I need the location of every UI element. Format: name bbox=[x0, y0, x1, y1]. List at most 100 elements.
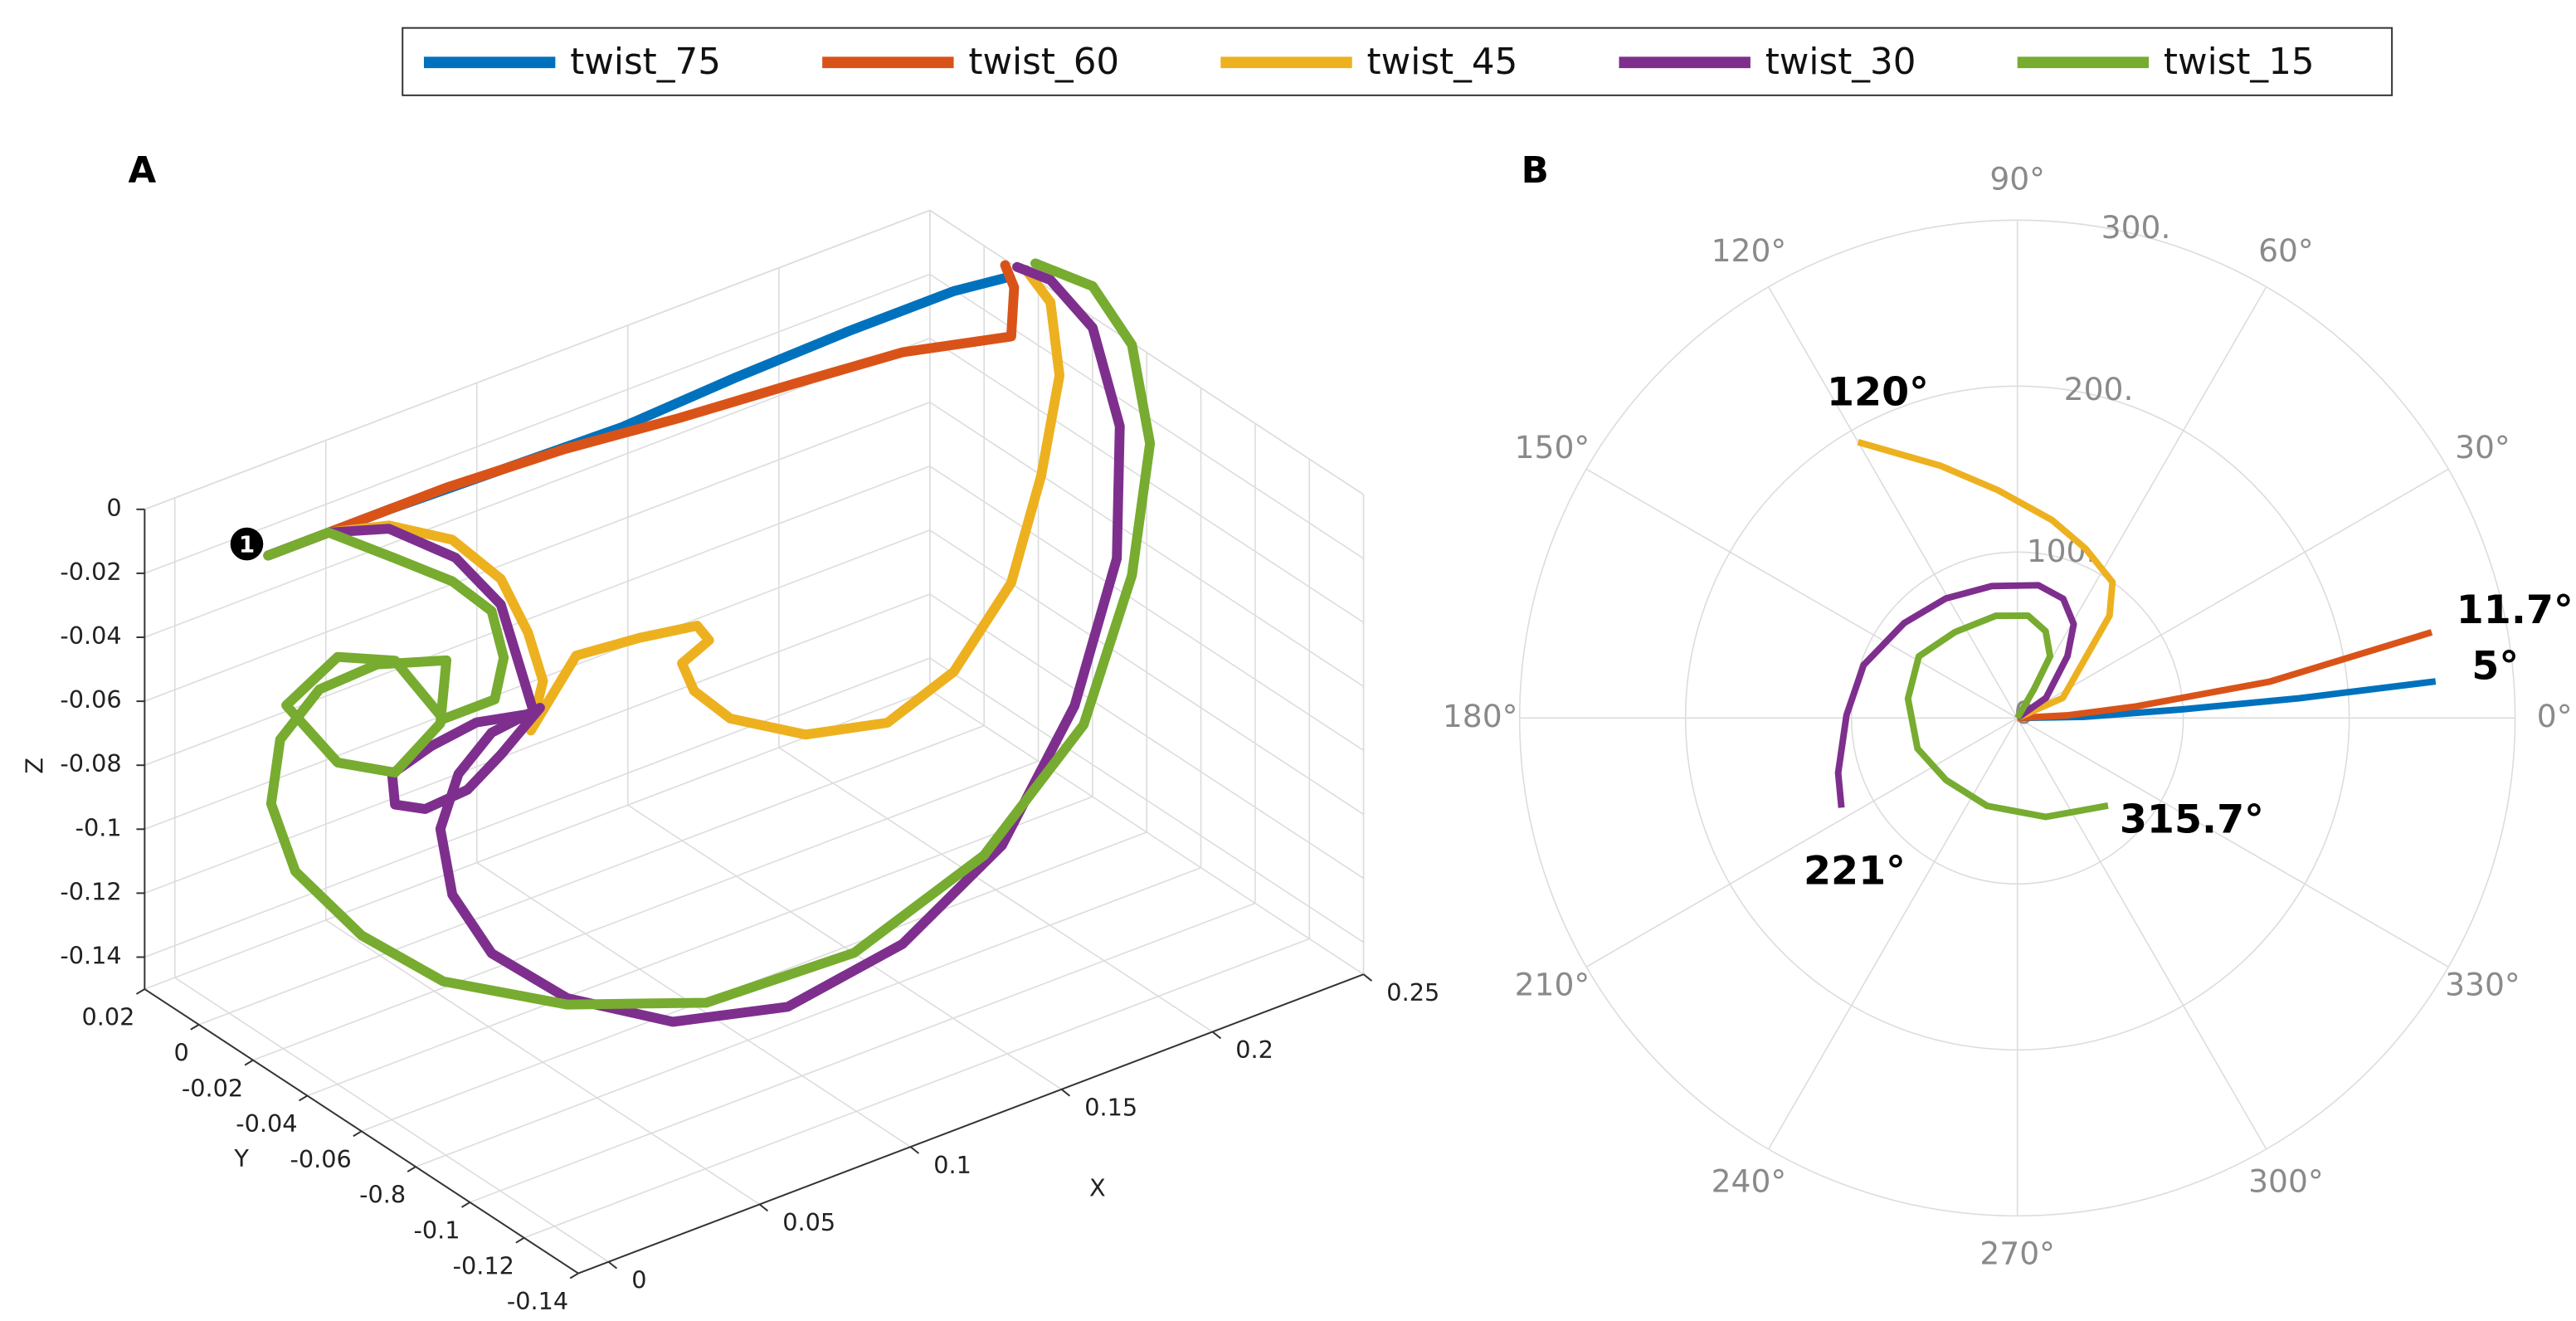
theta-tick-label: 90° bbox=[1989, 160, 2045, 197]
y-tick bbox=[244, 1059, 254, 1066]
y-tick bbox=[135, 988, 145, 995]
y-tick-label: 0 bbox=[174, 1038, 189, 1066]
grid-line bbox=[144, 273, 931, 574]
grid-line bbox=[929, 529, 1365, 816]
grid-line bbox=[144, 337, 931, 638]
x-tick bbox=[1060, 1089, 1071, 1097]
x-axis-label: X bbox=[1089, 1174, 1106, 1202]
y-tick-label: -0.14 bbox=[507, 1287, 568, 1315]
grid-circle bbox=[1518, 219, 2516, 1217]
series-line bbox=[263, 260, 1020, 561]
x-tick-label: 0 bbox=[631, 1265, 646, 1294]
end-label: 5° bbox=[2471, 643, 2519, 689]
legend-label: twist_60 bbox=[968, 41, 1119, 83]
theta-tick-label: 300° bbox=[2248, 1163, 2324, 1200]
z-tick-label: 0 bbox=[106, 494, 121, 522]
theta-tick-label: 30° bbox=[2455, 429, 2510, 466]
y-tick bbox=[407, 1166, 416, 1172]
grid-line bbox=[252, 760, 1039, 1061]
x-tick-label: 0.15 bbox=[1084, 1094, 1137, 1122]
grid-circle bbox=[1850, 551, 2184, 885]
x-tick-label: 0.1 bbox=[933, 1151, 971, 1179]
x-tick-label: 0.2 bbox=[1235, 1036, 1273, 1064]
x-tick bbox=[758, 1203, 769, 1212]
grid-spoke bbox=[1767, 717, 2018, 1150]
series-line bbox=[2017, 629, 2433, 722]
theta-tick-label: 60° bbox=[2258, 232, 2314, 269]
grid-line bbox=[929, 402, 1365, 687]
x-tick bbox=[607, 1260, 618, 1270]
y-tick bbox=[190, 1023, 200, 1031]
z-tick-label: -0.12 bbox=[60, 877, 121, 905]
grid-line bbox=[144, 401, 931, 702]
x-tick bbox=[1362, 973, 1373, 982]
theta-tick-label: 270° bbox=[1979, 1235, 2055, 1271]
grid-line bbox=[144, 593, 931, 894]
grid-line bbox=[929, 466, 1365, 752]
y-tick bbox=[353, 1130, 363, 1138]
y-axis-label: Y bbox=[233, 1144, 249, 1172]
box-edge bbox=[144, 209, 931, 510]
series-line bbox=[263, 265, 1065, 740]
series-line bbox=[1904, 612, 2109, 821]
grid-line bbox=[470, 902, 1256, 1203]
x-tick bbox=[1211, 1031, 1222, 1040]
theta-tick-label: 0° bbox=[2537, 698, 2573, 734]
panel-label: B bbox=[1522, 150, 1549, 192]
grid-line bbox=[144, 466, 931, 766]
y-tick-label: -0.04 bbox=[236, 1109, 297, 1138]
z-tick-label: -0.14 bbox=[60, 941, 121, 969]
y-tick bbox=[515, 1236, 525, 1244]
grid-line bbox=[929, 593, 1365, 880]
legend-label: twist_45 bbox=[1367, 41, 1518, 83]
y-tick-label: 0.02 bbox=[82, 1003, 135, 1031]
panel-label: A bbox=[129, 150, 157, 192]
grid-spoke bbox=[2016, 717, 2267, 1150]
end-label: 315.7° bbox=[2120, 797, 2264, 843]
r-tick-label: 300. bbox=[2101, 209, 2171, 246]
box-edge bbox=[929, 209, 1365, 495]
series-line bbox=[263, 258, 1156, 1010]
end-label: 221° bbox=[1804, 849, 1906, 894]
grid-spoke bbox=[1585, 468, 2018, 719]
y-tick bbox=[569, 1272, 579, 1280]
grid-line bbox=[144, 657, 931, 958]
grid-line bbox=[415, 866, 1201, 1167]
z-tick-label: -0.02 bbox=[60, 558, 121, 586]
grid-spoke bbox=[1767, 286, 2018, 719]
theta-tick-label: 120° bbox=[1712, 232, 1787, 269]
legend-label: twist_75 bbox=[570, 41, 721, 83]
z-tick-label: -0.1 bbox=[75, 813, 122, 841]
x-tick-label: 0.05 bbox=[782, 1208, 835, 1236]
grid-line bbox=[307, 796, 1093, 1097]
grid-line bbox=[144, 689, 931, 990]
r-tick-label: 200. bbox=[2064, 371, 2134, 407]
y-tick-label: -0.12 bbox=[453, 1251, 514, 1280]
y-tick-label: -0.06 bbox=[290, 1145, 352, 1173]
z-tick-label: -0.06 bbox=[60, 685, 121, 714]
grid-line bbox=[523, 938, 1310, 1239]
theta-tick-label: 210° bbox=[1515, 967, 1590, 1003]
theta-tick-label: 150° bbox=[1515, 429, 1590, 466]
grid-spoke bbox=[2016, 286, 2267, 719]
z-tick-label: -0.08 bbox=[60, 749, 121, 777]
series-line bbox=[1857, 439, 2116, 721]
legend-label: twist_30 bbox=[1765, 41, 1916, 83]
y-tick bbox=[461, 1202, 470, 1208]
z-tick-label: -0.04 bbox=[60, 622, 121, 650]
x-axis bbox=[577, 973, 1364, 1275]
start-marker bbox=[230, 527, 264, 561]
grid-spoke bbox=[1585, 717, 2018, 968]
y-tick-label: -0.02 bbox=[182, 1074, 243, 1102]
start-marker-label: 1 bbox=[239, 531, 255, 558]
x-tick bbox=[909, 1146, 920, 1154]
grid-circle bbox=[1684, 385, 2350, 1051]
grid-spoke bbox=[2017, 717, 2449, 968]
end-label: 11.7° bbox=[2457, 587, 2574, 633]
x-tick-label: 0.25 bbox=[1386, 978, 1439, 1007]
end-label: 120° bbox=[1827, 369, 1929, 415]
grid-spoke bbox=[2017, 468, 2449, 719]
theta-tick-label: 180° bbox=[1443, 698, 1518, 734]
y-tick-label: -0.8 bbox=[359, 1181, 406, 1209]
